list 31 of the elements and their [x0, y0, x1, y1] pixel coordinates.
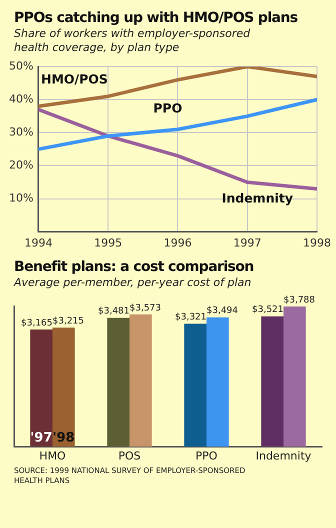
- x-tick-label: 1996: [164, 236, 192, 250]
- x-tick-label: HMO: [39, 449, 66, 462]
- data-label: $3,481: [98, 306, 130, 317]
- data-label: $3,521: [252, 305, 284, 316]
- series-label: HMO/POS: [41, 72, 108, 86]
- x-tick-label: POS: [118, 449, 141, 462]
- x-tick-label: PPO: [196, 449, 218, 462]
- series-label: Indemnity: [222, 190, 294, 206]
- x-tick-label: 1997: [233, 236, 262, 250]
- x-tick-label: 1998: [303, 236, 332, 250]
- series-label: '97: [30, 430, 52, 446]
- y-tick-label: 20%: [8, 158, 34, 172]
- data-label: $3,494: [206, 306, 238, 316]
- x-tick-label: Indemnity: [256, 449, 312, 462]
- chart-subtitle: Share of workers with employer-sponsored health coverage, by plan type: [14, 27, 252, 55]
- data-label: $3,215: [52, 316, 84, 327]
- chart-title: Benefit plans: a cost comparison: [14, 259, 255, 275]
- y-tick-label: 10%: [8, 192, 34, 205]
- data-label: $3,573: [130, 303, 161, 314]
- y-tick-label: 40%: [8, 92, 34, 106]
- data-label: $3,788: [284, 295, 316, 306]
- x-tick-label: 1994: [24, 236, 52, 250]
- chart-subtitle: Average per-member, per-year cost of plan: [14, 276, 252, 290]
- x-tick-label: 1995: [94, 236, 122, 250]
- data-label: $3,321: [175, 312, 206, 323]
- series-label: '98: [52, 430, 75, 446]
- y-tick-label: 50%: [8, 59, 34, 72]
- data-label: $3,165: [21, 318, 52, 328]
- y-tick-label: 30%: [8, 126, 34, 139]
- chart-title: PPOs catching up with HMO/POS plans: [14, 10, 298, 26]
- series-label: PPO: [153, 100, 182, 116]
